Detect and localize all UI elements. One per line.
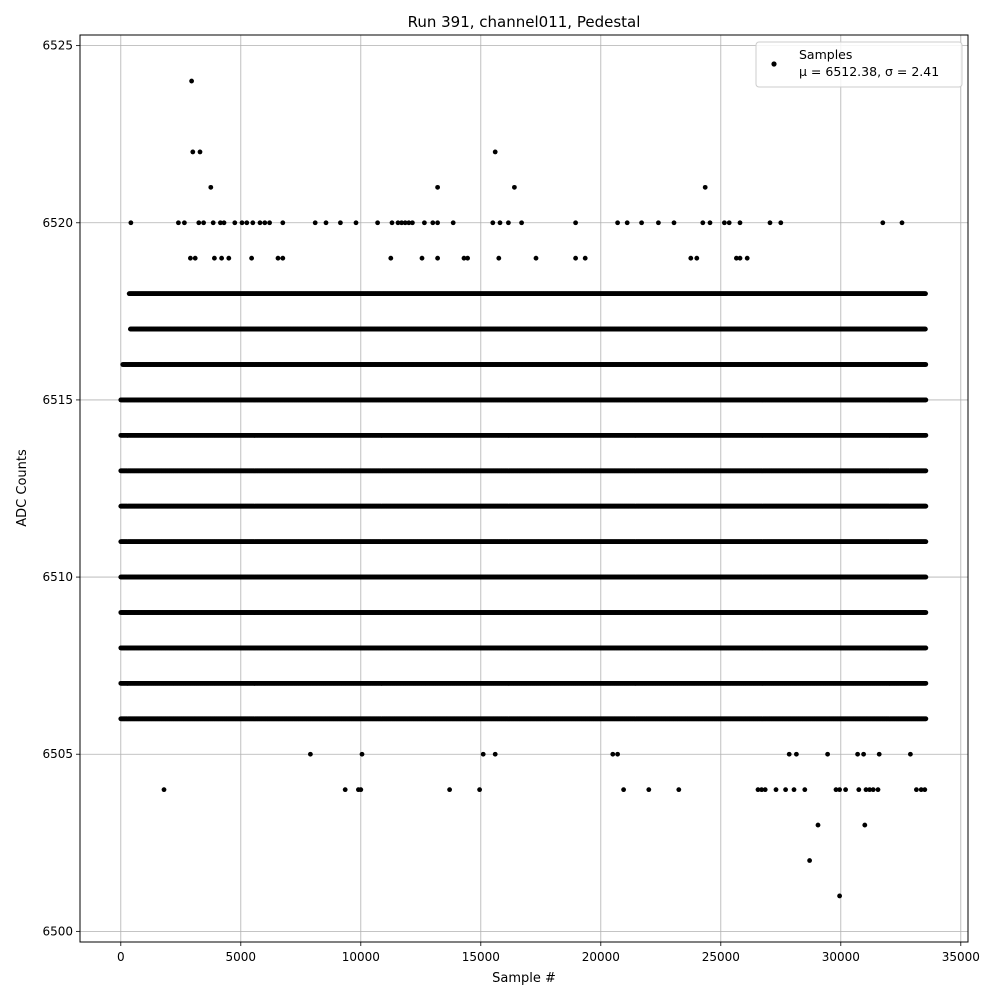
data-point bbox=[923, 503, 929, 509]
data-points bbox=[118, 78, 929, 899]
data-point bbox=[923, 574, 929, 580]
data-point bbox=[923, 539, 929, 545]
chart-title: Run 391, channel011, Pedestal bbox=[408, 13, 641, 31]
data-point bbox=[923, 468, 929, 474]
